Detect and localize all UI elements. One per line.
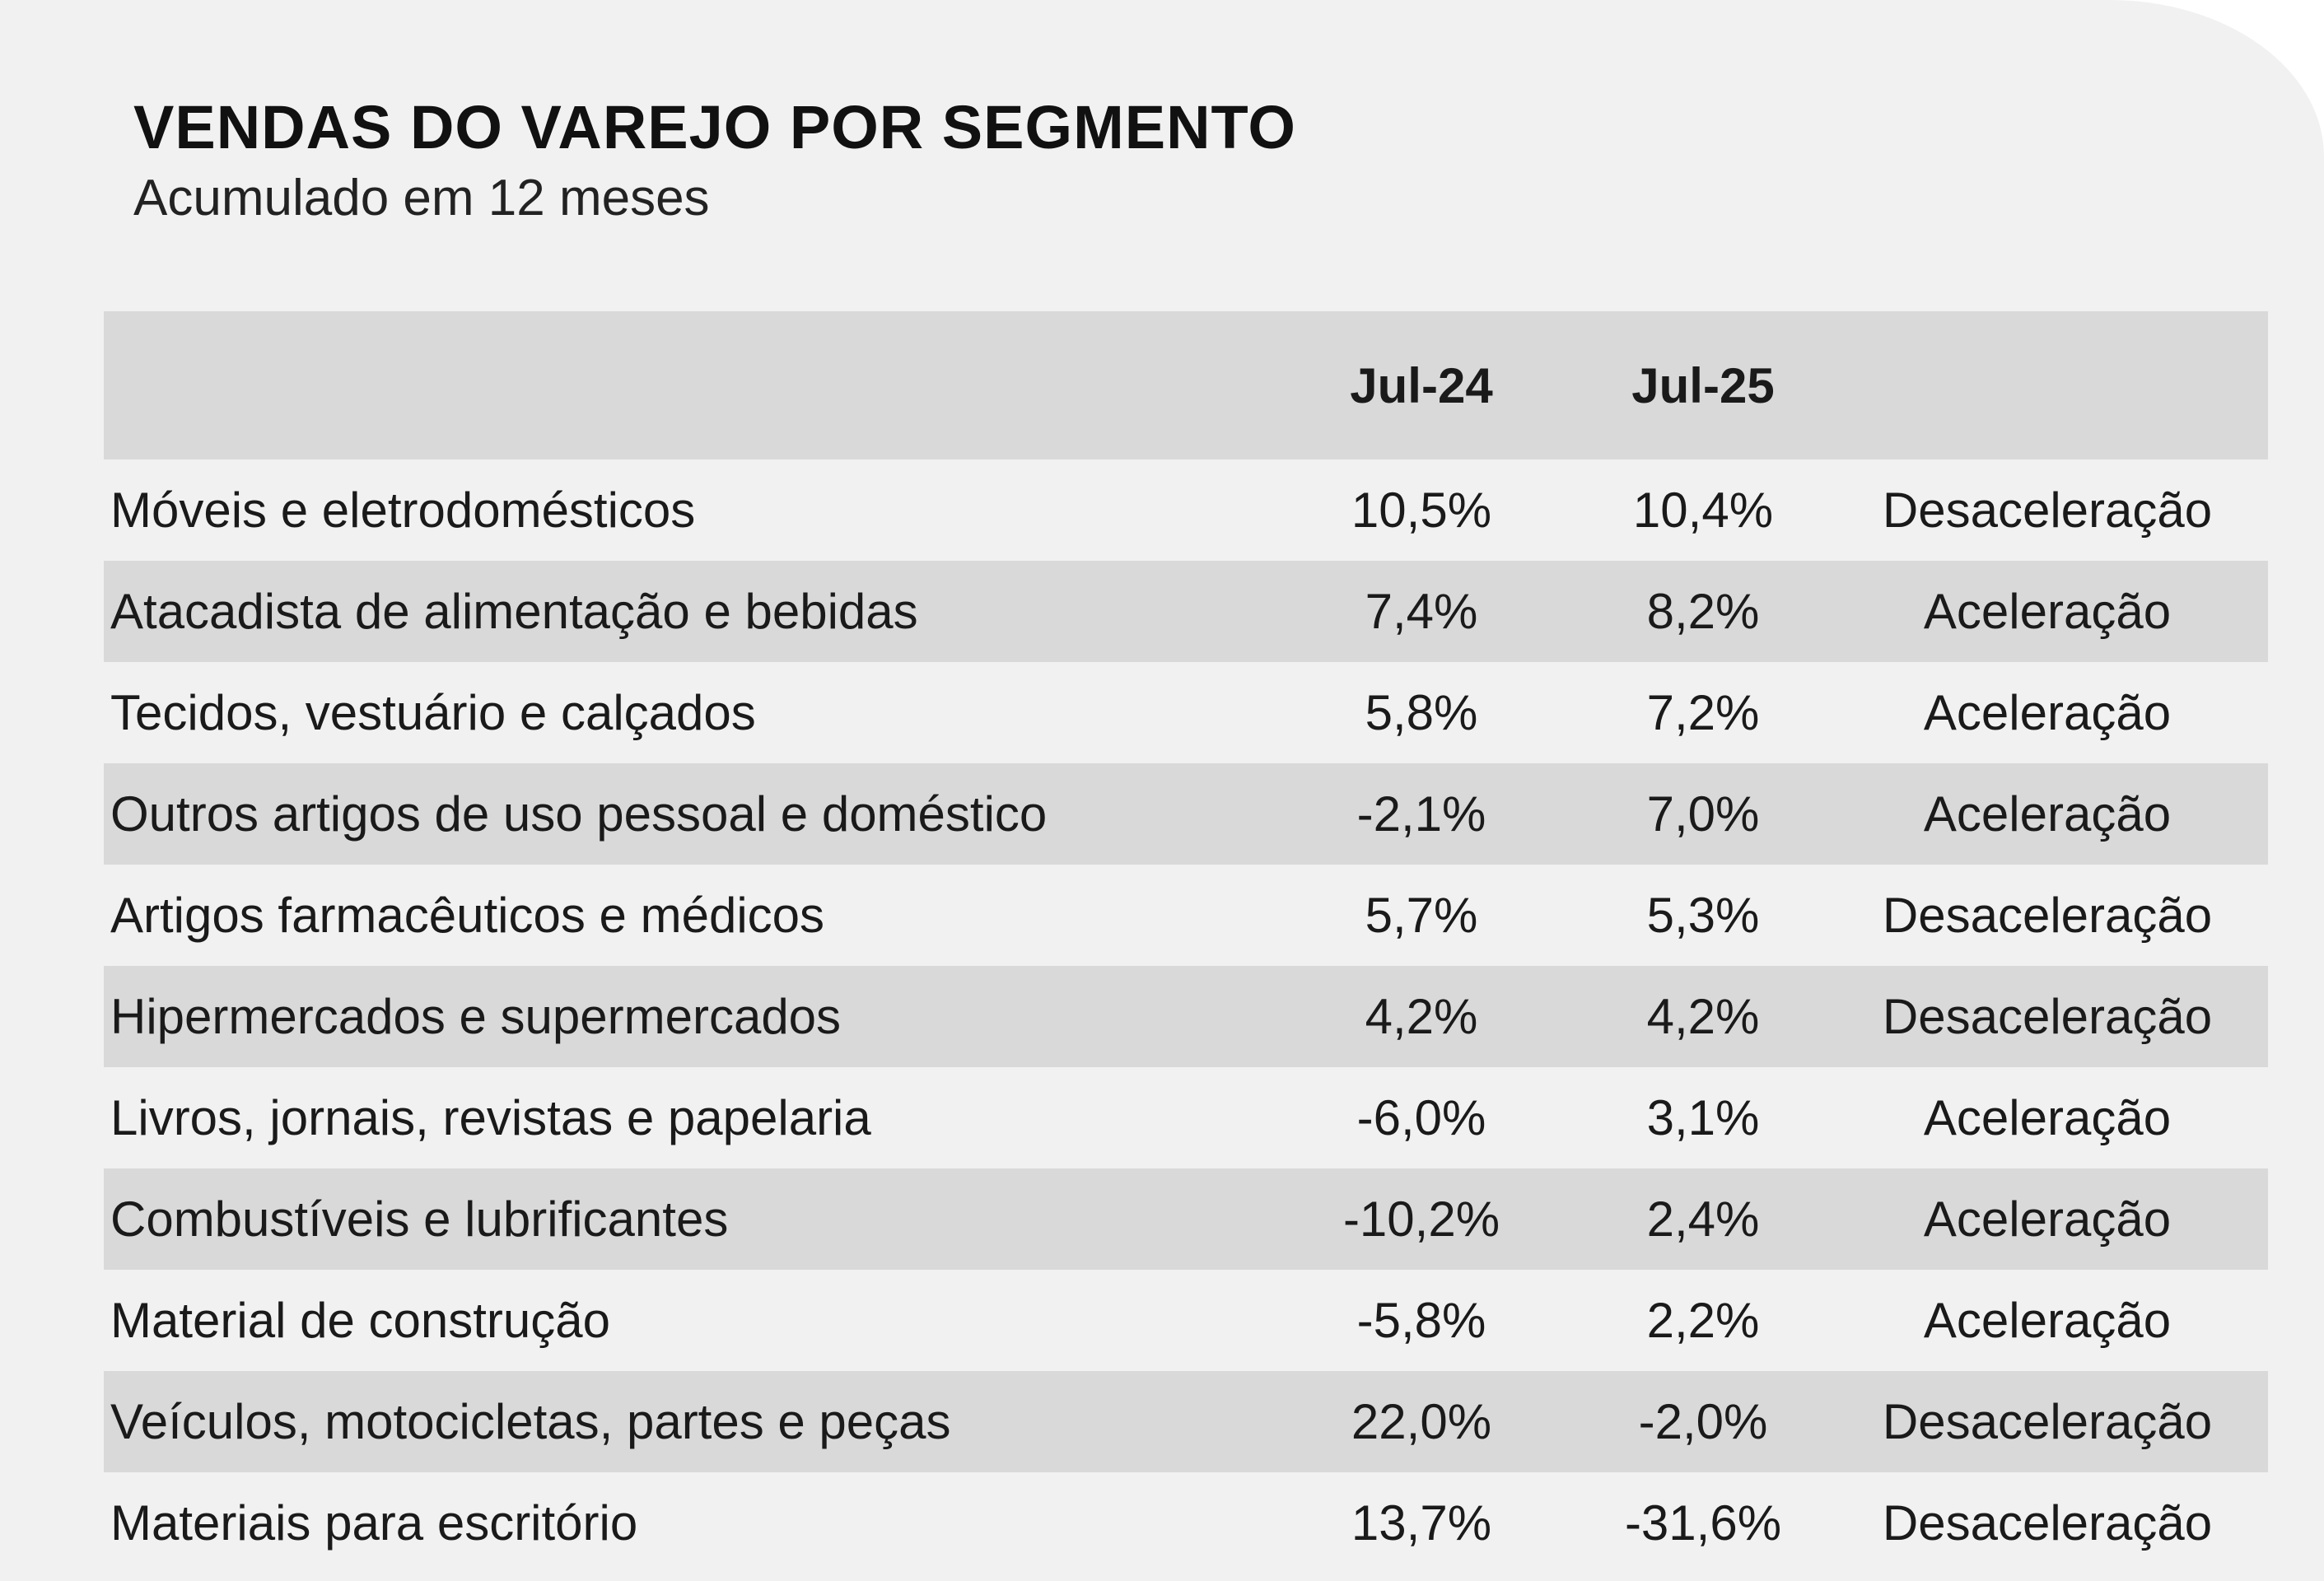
jul-25-value: 5,3% xyxy=(1646,888,1760,943)
trend-label: Aceleração xyxy=(1923,685,2172,740)
segment-name: Material de construção xyxy=(110,1293,610,1348)
trend-label: Aceleração xyxy=(1923,1192,2172,1247)
table-row: Livros, jornais, revistas e papelaria -6,… xyxy=(104,1067,2268,1168)
segment-name: Livros, jornais, revistas e papelaria xyxy=(110,1090,871,1145)
trend-label: Aceleração xyxy=(1923,1293,2172,1348)
jul-25-value: 7,0% xyxy=(1646,786,1760,842)
segment-name: Atacadista de alimentação e bebidas xyxy=(110,584,918,639)
jul-24-value: 7,4% xyxy=(1365,584,1478,639)
jul-25-value: 2,4% xyxy=(1646,1192,1760,1247)
jul-24-value: -10,2% xyxy=(1342,1192,1500,1247)
table-row: Atacadista de alimentação e bebidas 7,4% 8… xyxy=(104,561,2268,662)
segment-name: Móveis e eletrodomésticos xyxy=(110,483,696,538)
table-row: Material de construção -5,8% 2,2% Aceleraçã… xyxy=(104,1270,2268,1371)
table-row: Artigos farmacêuticos e médicos 5,7% 5,3% D… xyxy=(104,865,2268,966)
table-row: Veículos, motocicletas, partes e peças 22… xyxy=(104,1371,2268,1472)
table-row: Materiais para escritório 13,7% -31,6% Desa… xyxy=(104,1472,2268,1574)
jul-25-value: -31,6% xyxy=(1624,1495,1782,1551)
trend-label: Desaceleração xyxy=(1882,989,2213,1044)
table-row: Hipermercados e supermercados 4,2% 4,2% Des… xyxy=(104,966,2268,1067)
header-trend xyxy=(1850,311,2245,459)
segment-name: Veículos, motocicletas, partes e peças xyxy=(110,1394,951,1449)
jul-25-value: 10,4% xyxy=(1632,483,1774,538)
segment-sales-table: Jul-24 Jul-25 Móveis e eletrodomésticos 1… xyxy=(104,311,2268,1574)
jul-25-value: 4,2% xyxy=(1646,989,1760,1044)
table-row: Móveis e eletrodomésticos 10,5% 10,4% Desac… xyxy=(104,459,2268,561)
header-jul-24: Jul-24 xyxy=(1350,357,1493,413)
jul-24-value: 13,7% xyxy=(1351,1495,1492,1551)
segment-name: Materiais para escritório xyxy=(110,1495,638,1551)
segment-name: Outros artigos de uso pessoal e doméstic… xyxy=(110,786,1048,842)
jul-25-value: -2,0% xyxy=(1638,1394,1768,1449)
trend-label: Desaceleração xyxy=(1882,483,2213,538)
segment-name: Artigos farmacêuticos e médicos xyxy=(110,888,825,943)
jul-25-value: 3,1% xyxy=(1646,1090,1760,1145)
jul-24-value: 5,8% xyxy=(1365,685,1478,740)
table-header-row: Jul-24 Jul-25 xyxy=(104,311,2268,459)
trend-label: Desaceleração xyxy=(1882,1394,2213,1449)
segment-name: Combustíveis e lubrificantes xyxy=(110,1192,729,1247)
trend-label: Aceleração xyxy=(1923,786,2172,842)
table-row: Tecidos, vestuário e calçados 5,8% 7,2% Ace… xyxy=(104,662,2268,763)
jul-24-value: 10,5% xyxy=(1351,483,1492,538)
segment-name: Tecidos, vestuário e calçados xyxy=(110,685,756,740)
jul-24-value: -2,1% xyxy=(1356,786,1486,842)
trend-label: Desaceleração xyxy=(1882,1495,2213,1551)
trend-label: Aceleração xyxy=(1923,1090,2172,1145)
trend-label: Aceleração xyxy=(1923,584,2172,639)
jul-25-value: 7,2% xyxy=(1646,685,1760,740)
jul-25-value: 2,2% xyxy=(1646,1293,1760,1348)
page-title: VENDAS DO VAREJO POR SEGMENTO xyxy=(133,93,1296,161)
table-row: Outros artigos de uso pessoal e doméstic… xyxy=(104,763,2268,865)
page-subtitle: Acumulado em 12 meses xyxy=(133,170,710,226)
jul-24-value: -5,8% xyxy=(1356,1293,1486,1348)
trend-label: Desaceleração xyxy=(1882,888,2213,943)
jul-24-value: 4,2% xyxy=(1365,989,1478,1044)
table-row: Combustíveis e lubrificantes -10,2% 2,4% Ac… xyxy=(104,1168,2268,1270)
jul-25-value: 8,2% xyxy=(1646,584,1760,639)
header-jul-25: Jul-25 xyxy=(1631,357,1775,413)
segment-name: Hipermercados e supermercados xyxy=(110,989,842,1044)
jul-24-value: -6,0% xyxy=(1356,1090,1486,1145)
jul-24-value: 22,0% xyxy=(1351,1394,1492,1449)
jul-24-value: 5,7% xyxy=(1365,888,1478,943)
